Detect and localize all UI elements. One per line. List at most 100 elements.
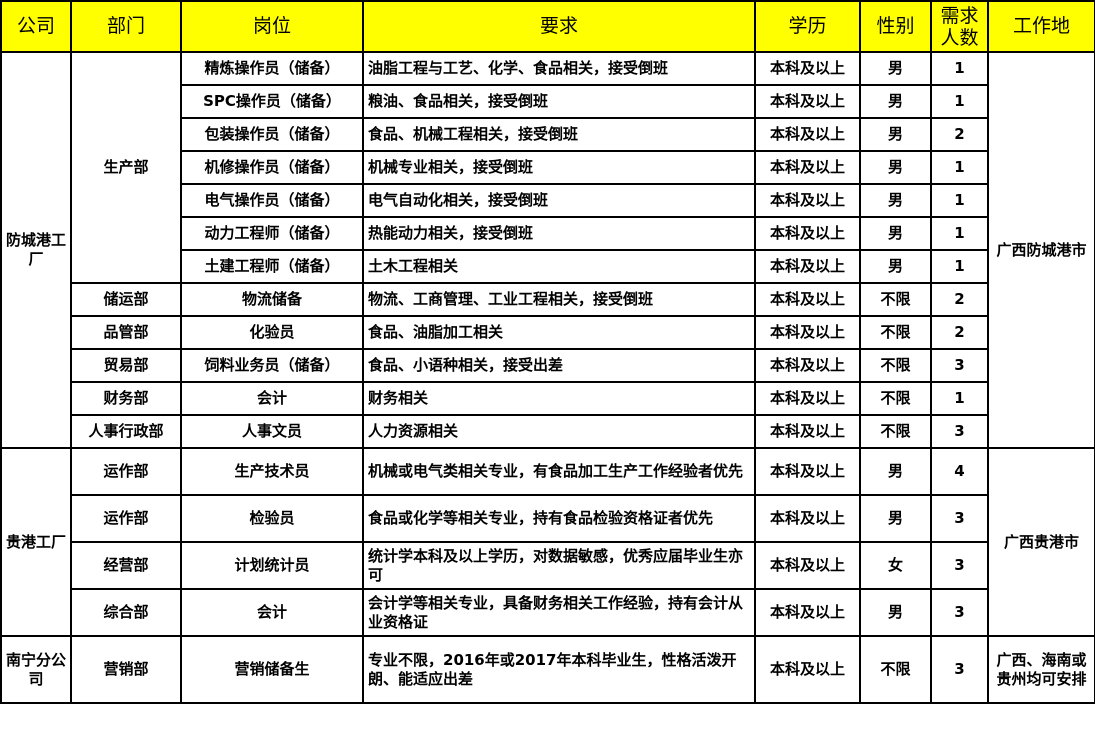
position-cell: 营销储备生 [180, 635, 364, 704]
table-body: 防城港工厂 生产部 精炼操作员（储备） 油脂工程与工艺、化学、食品相关，接受倒班 本科及… [0, 51, 1095, 704]
table-row: 综合部 会计 会计学等相关专业，具备财务相关工作经验，持有会计从业资格证 本科及以上男… [1, 588, 1095, 637]
gender-cell: 男 [859, 249, 932, 284]
department-cell: 综合部 [70, 588, 182, 637]
company-cell: 贵港工厂 [0, 447, 72, 637]
location-cell: 广西贵港市 [987, 447, 1095, 637]
department-cell: 营销部 [70, 635, 182, 704]
education-cell: 本科及以上 [754, 282, 861, 317]
education-cell: 本科及以上 [754, 348, 861, 383]
department-cell: 品管部 [70, 315, 182, 350]
education-cell: 本科及以上 [754, 216, 861, 251]
count-cell: 1 [930, 216, 989, 251]
table-row: 运作部 检验员 食品或化学等相关专业，持有食品检验资格证者优先 本科及以上男 3 [1, 494, 1095, 543]
education-cell: 本科及以上 [754, 635, 861, 704]
requirement-cell: 食品、油脂加工相关 [362, 315, 756, 350]
table-row: 电气操作员（储备） 电气自动化相关，接受倒班 本科及以上男 1 [1, 183, 1095, 218]
table-row: SPC操作员（储备） 粮油、食品相关，接受倒班 本科及以上男 1 [1, 84, 1095, 119]
count-cell: 3 [930, 494, 989, 543]
education-cell: 本科及以上 [754, 541, 861, 590]
count-cell: 3 [930, 414, 989, 449]
department-cell: 生产部 [70, 51, 182, 284]
department-cell: 运作部 [70, 494, 182, 543]
gender-cell: 男 [859, 150, 932, 185]
position-cell: 会计 [180, 381, 364, 416]
position-cell: 物流储备 [180, 282, 364, 317]
position-cell: 检验员 [180, 494, 364, 543]
count-cell: 4 [930, 447, 989, 496]
header-location: 工作地 [987, 0, 1095, 53]
table-row: 机修操作员（储备） 机械专业相关，接受倒班 本科及以上男 1 [1, 150, 1095, 185]
department-cell: 经营部 [70, 541, 182, 590]
education-cell: 本科及以上 [754, 381, 861, 416]
requirement-cell: 人力资源相关 [362, 414, 756, 449]
education-cell: 本科及以上 [754, 117, 861, 152]
company-cell: 南宁分公司 [0, 635, 72, 704]
gender-cell: 男 [859, 183, 932, 218]
education-cell: 本科及以上 [754, 183, 861, 218]
count-cell: 2 [930, 117, 989, 152]
education-cell: 本科及以上 [754, 150, 861, 185]
count-cell: 2 [930, 315, 989, 350]
gender-cell: 不限 [859, 348, 932, 383]
education-cell: 本科及以上 [754, 249, 861, 284]
table-row: 包装操作员（储备） 食品、机械工程相关，接受倒班 本科及以上男 2 [1, 117, 1095, 152]
gender-cell: 不限 [859, 635, 932, 704]
requirement-cell: 粮油、食品相关，接受倒班 [362, 84, 756, 119]
count-cell: 3 [930, 635, 989, 704]
requirement-cell: 土木工程相关 [362, 249, 756, 284]
company-cell: 防城港工厂 [0, 51, 72, 449]
table-row: 土建工程师（储备） 土木工程相关 本科及以上男 1 [1, 249, 1095, 284]
gender-cell: 不限 [859, 381, 932, 416]
gender-cell: 不限 [859, 315, 932, 350]
requirement-cell: 食品、小语种相关，接受出差 [362, 348, 756, 383]
table-row: 南宁分公司 营销部 营销储备生 专业不限，2016年或2017年本科毕业生，性格活泼开… [0, 635, 1095, 704]
education-cell: 本科及以上 [754, 414, 861, 449]
location-cell: 广西防城港市 [987, 51, 1095, 449]
count-cell: 3 [930, 348, 989, 383]
gender-cell: 男 [859, 117, 932, 152]
gender-cell: 不限 [859, 414, 932, 449]
gender-cell: 男 [859, 51, 932, 86]
education-cell: 本科及以上 [754, 588, 861, 637]
education-cell: 本科及以上 [754, 84, 861, 119]
position-cell: 精炼操作员（储备） [180, 51, 364, 86]
education-cell: 本科及以上 [754, 494, 861, 543]
table-row: 人事行政部 人事文员 人力资源相关 本科及以上 不限 3 [1, 414, 1095, 449]
gender-cell: 男 [859, 447, 932, 496]
requirement-cell: 电气自动化相关，接受倒班 [362, 183, 756, 218]
requirement-cell: 食品、机械工程相关，接受倒班 [362, 117, 756, 152]
position-cell: 电气操作员（储备） [180, 183, 364, 218]
count-cell: 1 [930, 51, 989, 86]
requirement-cell: 财务相关 [362, 381, 756, 416]
table-row: 储运部 物流储备 物流、工商管理、工业工程相关，接受倒班 本科及以上 不限 2 [1, 282, 1095, 317]
count-cell: 3 [930, 588, 989, 637]
requirement-cell: 机械专业相关，接受倒班 [362, 150, 756, 185]
gender-cell: 女 [859, 541, 932, 590]
education-cell: 本科及以上 [754, 447, 861, 496]
gender-cell: 不限 [859, 282, 932, 317]
gender-cell: 男 [859, 216, 932, 251]
table-row: 贵港工厂 运作部 生产技术员 机械或电气类相关专业，有食品加工生产工作经验者优先 本科及… [0, 447, 1095, 637]
requirement-cell: 热能动力相关，接受倒班 [362, 216, 756, 251]
header-requirement: 要求 [362, 0, 756, 53]
location-cell: 广西、海南或贵州均可安排 [987, 635, 1095, 704]
position-cell: 土建工程师（储备） [180, 249, 364, 284]
header-education: 学历 [754, 0, 861, 53]
department-cell: 人事行政部 [70, 414, 182, 449]
position-cell: 会计 [180, 588, 364, 637]
department-cell: 财务部 [70, 381, 182, 416]
table-row: 防城港工厂 生产部 精炼操作员（储备） 油脂工程与工艺、化学、食品相关，接受倒班 本科及… [0, 51, 1095, 449]
table-row: 品管部 化验员 食品、油脂加工相关 本科及以上 不限 2 [1, 315, 1095, 350]
position-cell: 化验员 [180, 315, 364, 350]
header-gender: 性别 [859, 0, 932, 53]
department-cell: 贸易部 [70, 348, 182, 383]
position-cell: SPC操作员（储备） [180, 84, 364, 119]
position-cell: 包装操作员（储备） [180, 117, 364, 152]
education-cell: 本科及以上 [754, 315, 861, 350]
recruitment-table: 公司 部门 岗位 要求 学历 性别 需求人数 工作地 防城港工厂 生产部 精炼操作员（储备） 油脂工… [0, 0, 1095, 704]
table-row: 贸易部 饲料业务员（储备） 食品、小语种相关，接受出差 本科及以上 不限 3 [1, 348, 1095, 383]
department-cell: 储运部 [70, 282, 182, 317]
requirement-cell: 统计学本科及以上学历，对数据敏感，优秀应届毕业生亦可 [362, 541, 756, 590]
position-cell: 计划统计员 [180, 541, 364, 590]
gender-cell: 男 [859, 588, 932, 637]
